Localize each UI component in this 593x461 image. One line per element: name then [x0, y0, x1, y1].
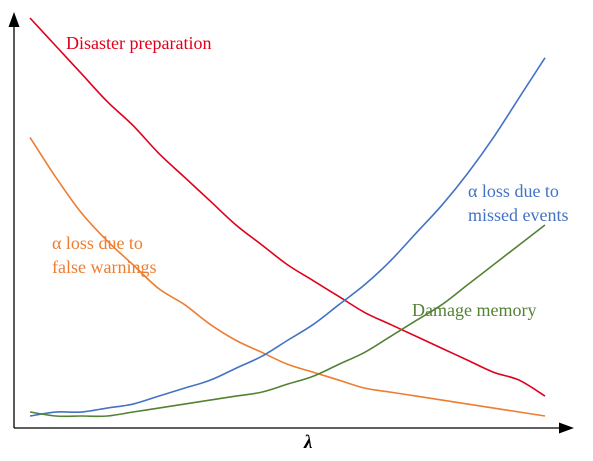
series-label-line: Disaster preparation — [66, 33, 212, 53]
series-line-0 — [29, 17, 546, 397]
series-label-line: missed events — [468, 205, 569, 225]
series-label-missed-events: α loss due to missed events — [468, 179, 569, 227]
x-axis-label: λ — [304, 432, 313, 453]
series-curves — [29, 17, 546, 418]
series-line-1 — [29, 136, 546, 417]
series-line-3 — [29, 224, 546, 418]
x-axis-arrow — [559, 422, 574, 434]
series-label-line: α loss due to — [468, 181, 559, 201]
series-label-false-warnings: α loss due to false warnings — [52, 231, 156, 279]
series-label-disaster-preparation: Disaster preparation — [66, 31, 211, 55]
series-label-damage-memory: Damage memory — [412, 298, 536, 322]
y-axis-arrow — [8, 12, 20, 27]
series-line-2 — [29, 57, 546, 417]
series-label-line: α loss due to — [52, 233, 143, 253]
series-label-line: Damage memory — [412, 300, 537, 320]
series-label-line: false warnings — [52, 257, 157, 277]
